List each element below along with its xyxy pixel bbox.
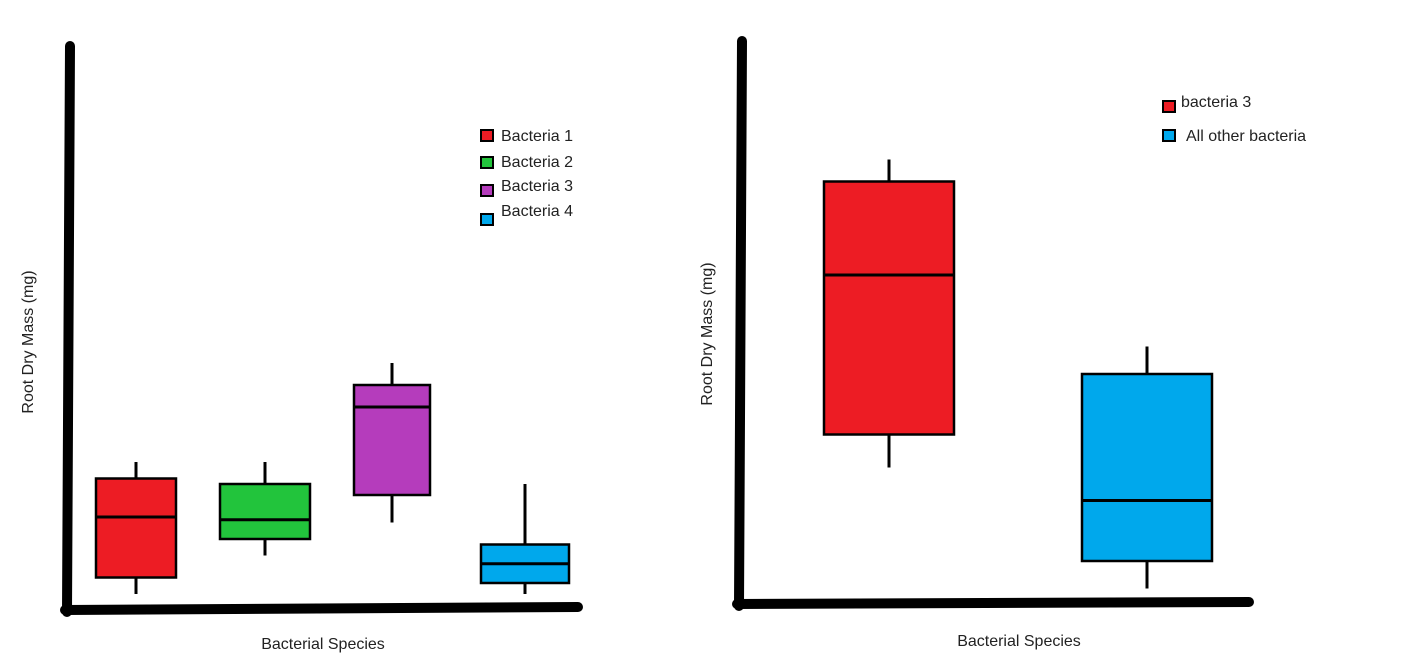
- chart-1-legend-item-4: Bacteria 4: [480, 203, 573, 226]
- chart-1-legend-swatch-4: [480, 213, 494, 226]
- chart-2-box-1: [822, 159, 956, 468]
- chart-1-box-4: [479, 484, 571, 594]
- chart-1-x-axis: [60, 602, 583, 615]
- chart-2-y-axis: [734, 36, 747, 611]
- chart-2-iqr-box-2: [1080, 372, 1214, 563]
- chart-1-iqr-box-1: [94, 477, 178, 579]
- chart-1-legend-label-1: Bacteria 1: [501, 128, 573, 145]
- chart-2-box-2: [1080, 346, 1214, 589]
- chart-2: bacteria 3 All other bacteria Bacterial …: [699, 36, 1306, 650]
- chart-2-legend-swatch-2: [1162, 129, 1176, 142]
- chart-1: Bacteria 1 Bacteria 2 Bacteria 3 Bacteri…: [20, 41, 583, 653]
- chart-1-legend-label-2: Bacteria 2: [501, 154, 573, 171]
- chart-2-x-axis: [732, 597, 1254, 609]
- chart-2-legend-item-1: bacteria 3: [1162, 94, 1251, 113]
- chart-1-legend-item-2: Bacteria 2: [480, 154, 573, 171]
- chart-2-x-axis-label: Bacterial Species: [957, 633, 1081, 650]
- chart-1-legend-label-3: Bacteria 3: [501, 178, 573, 195]
- chart-2-legend-swatch-1: [1162, 100, 1176, 113]
- chart-1-boxes: [94, 363, 571, 594]
- chart-1-box-3: [352, 363, 432, 523]
- chart-2-legend: bacteria 3 All other bacteria: [1162, 94, 1306, 145]
- chart-2-iqr-box-1: [822, 180, 956, 436]
- chart-1-legend-swatch-1: [480, 129, 494, 142]
- chart-1-iqr-box-2: [218, 482, 312, 541]
- chart-1-y-axis: [62, 41, 75, 617]
- chart-1-legend-swatch-3: [480, 184, 494, 197]
- chart-2-legend-label-1: bacteria 3: [1181, 94, 1251, 111]
- chart-2-boxes: [822, 159, 1214, 589]
- chart-1-box-2: [218, 462, 312, 556]
- chart-1-legend-item-1: Bacteria 1: [480, 128, 573, 145]
- chart-1-legend: Bacteria 1 Bacteria 2 Bacteria 3 Bacteri…: [480, 128, 573, 226]
- chart-1-legend-item-3: Bacteria 3: [480, 178, 573, 197]
- chart-2-legend-item-2: All other bacteria: [1162, 128, 1306, 145]
- chart-2-y-axis-label: Root Dry Mass (mg): [699, 262, 716, 405]
- chart-1-y-axis-label: Root Dry Mass (mg): [20, 270, 37, 413]
- chart-1-iqr-box-3: [352, 383, 432, 497]
- chart-1-legend-label-4: Bacteria 4: [501, 203, 573, 220]
- chart-1-legend-swatch-2: [480, 156, 494, 169]
- chart-1-x-axis-label: Bacterial Species: [261, 636, 385, 653]
- chart-1-box-1: [94, 462, 178, 594]
- chart-2-legend-label-2: All other bacteria: [1186, 128, 1306, 145]
